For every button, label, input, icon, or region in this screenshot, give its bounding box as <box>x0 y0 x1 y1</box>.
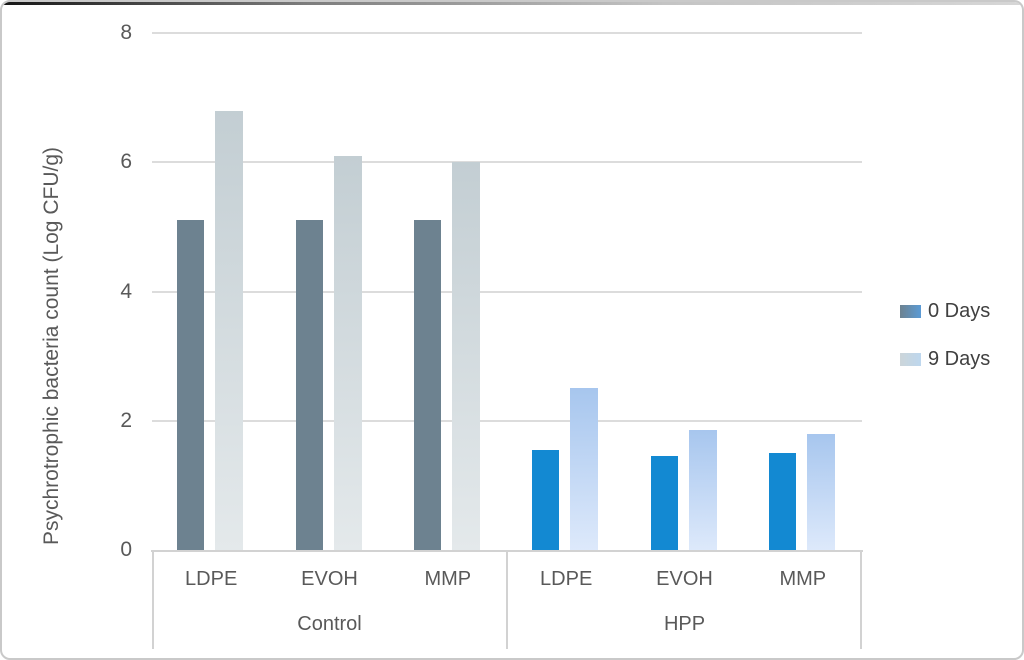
y-tick-label-2: 2 <box>120 408 132 432</box>
bar-0days-control-evoh <box>295 220 323 550</box>
gridline-6 <box>152 161 862 164</box>
y-tick-label-6: 6 <box>120 150 132 174</box>
y-tick-label-0: 0 <box>120 538 132 561</box>
legend: 0 Days 9 Days <box>900 299 990 395</box>
bar-0days-hpp-evoh <box>650 456 678 550</box>
legend-item-0days: 0 Days <box>900 299 990 323</box>
gridline-4 <box>152 290 862 293</box>
group-label-control: Control <box>297 613 362 635</box>
category-label-control-evoh: EVOH <box>301 568 358 590</box>
category-label-hpp-evoh: EVOH <box>656 568 713 590</box>
bar-0days-hpp-ldpe <box>532 449 560 550</box>
legend-label-9days: 9 Days <box>928 347 991 370</box>
gridline-8 <box>152 32 862 34</box>
bar-9days-control-mmp <box>451 162 480 550</box>
bar-9days-control-ldpe <box>215 110 244 550</box>
category-axis: LDPE EVOH MMP LDPE EVOH MMP Control HPP <box>152 550 862 649</box>
category-divider-0 <box>152 550 154 649</box>
y-axis-title: Psychrotrophic bacteria count (Log CFU/g… <box>40 147 63 546</box>
bar-9days-hpp-evoh <box>688 430 717 550</box>
legend-swatch-0days <box>900 304 921 318</box>
legend-swatch-9days <box>900 352 921 366</box>
category-label-hpp-ldpe: LDPE <box>540 568 593 590</box>
gridline-2 <box>152 419 862 422</box>
bar-9days-hpp-ldpe <box>570 388 599 550</box>
group-label-hpp: HPP <box>663 613 706 635</box>
category-label-hpp-mmp: MMP <box>779 568 827 590</box>
bar-0days-hpp-mmp <box>768 453 796 550</box>
bar-9days-control-evoh <box>333 155 362 550</box>
category-label-control-mmp: MMP <box>424 568 472 590</box>
legend-label-0days: 0 Days <box>928 299 991 322</box>
y-tick-label-8: 8 <box>120 21 132 44</box>
bar-9days-hpp-mmp <box>806 433 835 550</box>
legend-item-9days: 9 Days <box>900 347 990 371</box>
category-divider-1 <box>506 550 508 649</box>
bar-0days-control-ldpe <box>177 220 205 550</box>
category-label-control-ldpe: LDPE <box>185 568 238 590</box>
y-tick-label-4: 4 <box>120 279 132 303</box>
frame-top-border <box>2 2 1022 5</box>
bar-0days-control-mmp <box>413 220 441 550</box>
plot-area <box>152 32 862 550</box>
category-divider-2 <box>860 550 862 649</box>
